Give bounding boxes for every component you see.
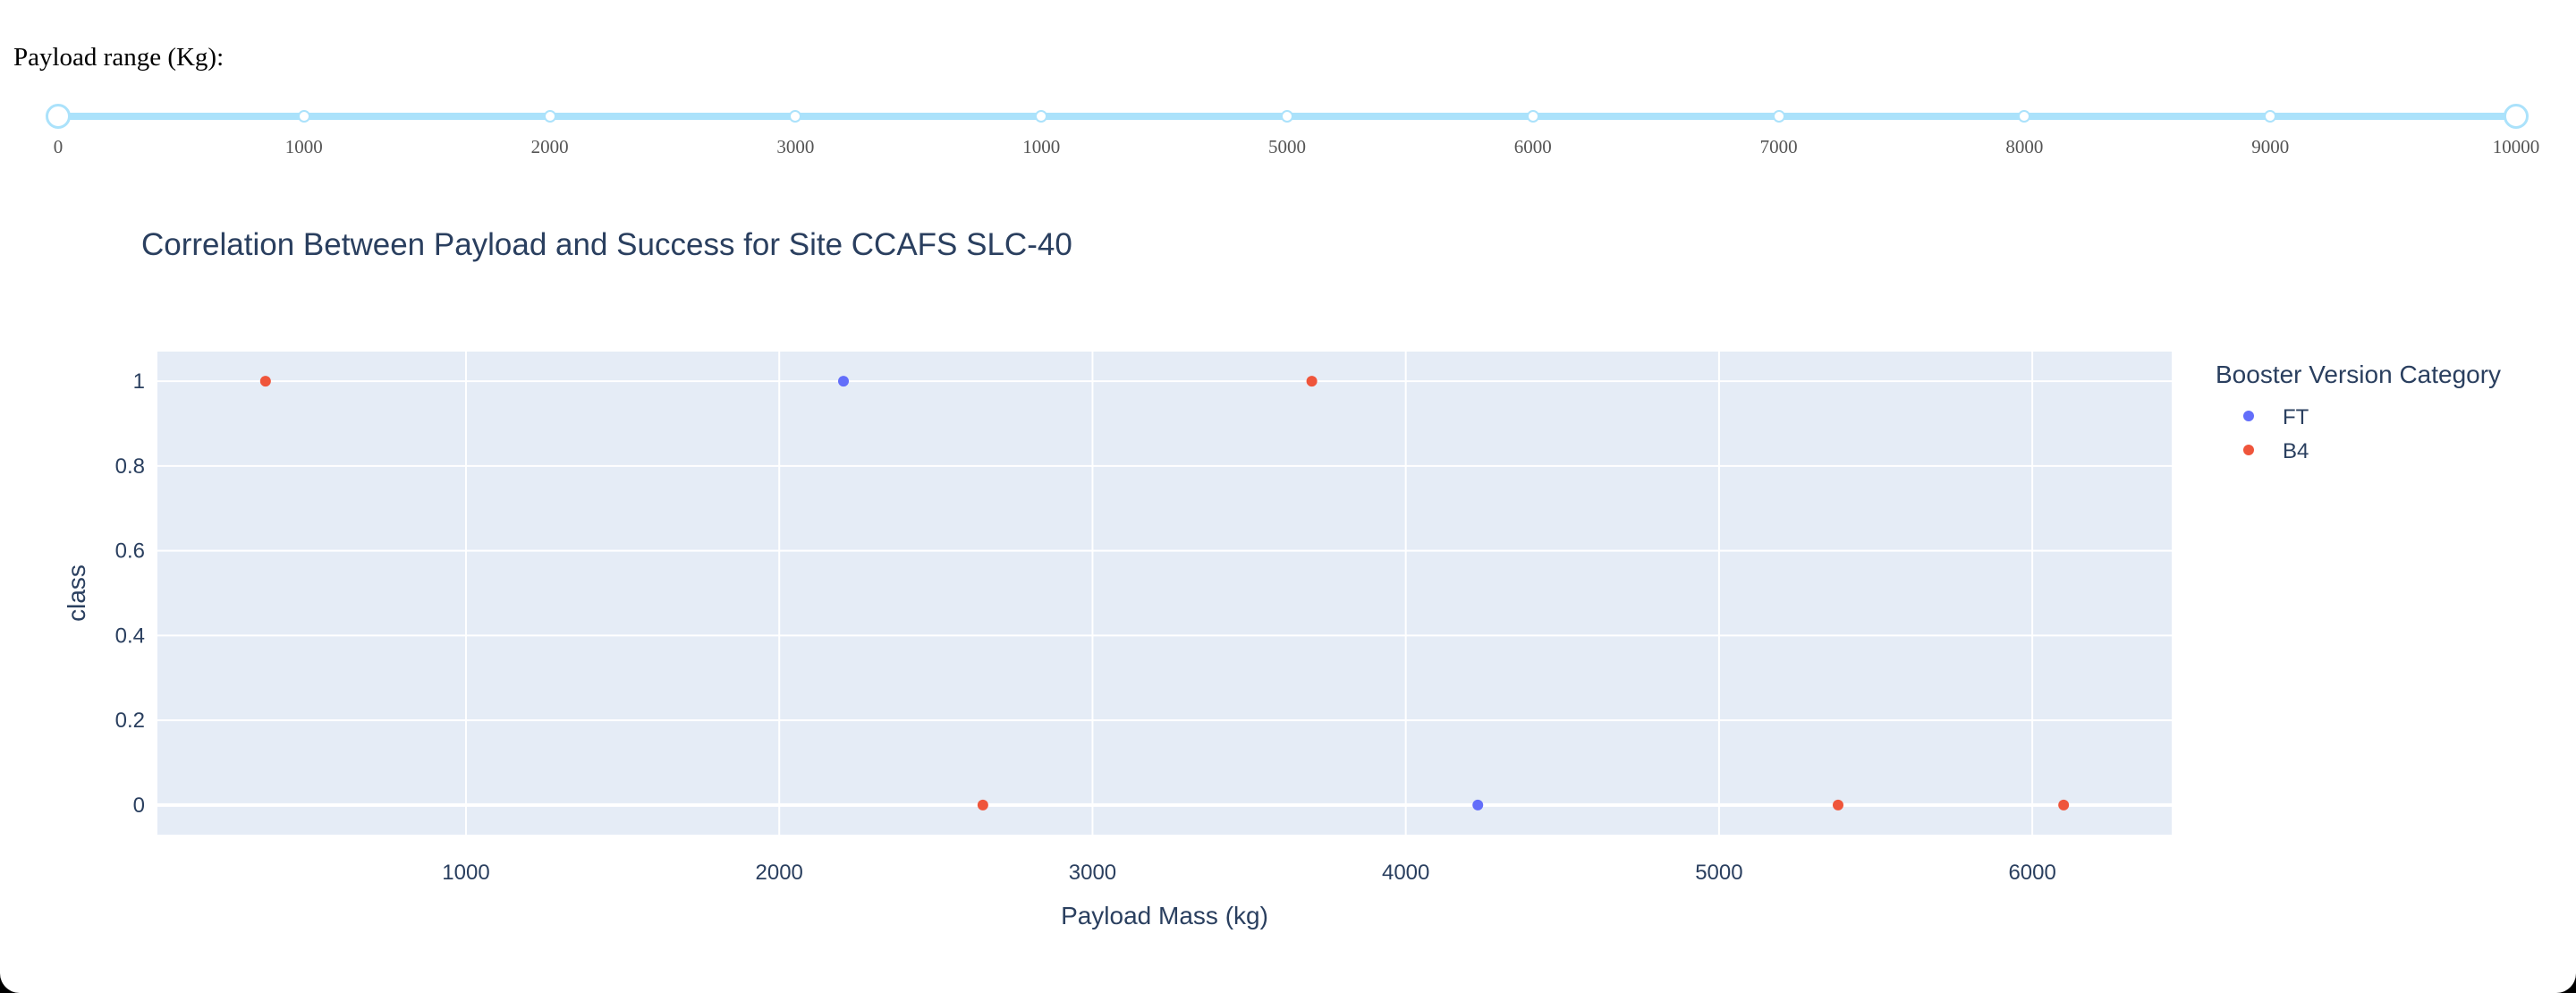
slider-mark-dot[interactable]: [1035, 110, 1048, 123]
slider-mark-label[interactable]: 1000: [1022, 136, 1061, 157]
payload-range-slider[interactable]: 0 1000 2000 3000 1000 5000 6000 7000 8000 9000 100…: [0, 89, 2576, 179]
legend-marker-b4: [2243, 445, 2254, 455]
slider-mark-label[interactable]: 3000: [776, 136, 815, 157]
slider-mark-label[interactable]: 8000: [2005, 136, 2044, 157]
plot-area: [157, 352, 2172, 835]
slider-mark-dot[interactable]: [2264, 110, 2277, 123]
y-tick-label: 0.4: [115, 624, 145, 648]
slider-mark-label[interactable]: 2000: [530, 136, 569, 157]
y-axis-label: class: [63, 564, 90, 622]
slider-mark-dot[interactable]: [543, 110, 556, 123]
slider-mark-label[interactable]: 1000: [284, 136, 323, 157]
slider-mark-dot[interactable]: [789, 110, 802, 123]
legend-title: Booster Version Category: [2216, 361, 2501, 388]
payload-range-label: Payload range (Kg):: [13, 43, 225, 72]
x-axis-label: Payload Mass (kg): [1061, 902, 1268, 929]
slider-mark-label[interactable]: 6000: [1513, 136, 1552, 157]
y-tick-label: 1: [133, 369, 145, 394]
slider-handle-max[interactable]: [2504, 104, 2529, 129]
slider-mark-label[interactable]: 9000: [2251, 136, 2290, 157]
scatter-chart: 1000 2000 3000 4000 5000 6000 0 0.2 0.4 0.6 0.8 1 Co…: [63, 227, 2501, 929]
slider-mark-dot[interactable]: [1772, 110, 1785, 123]
slider-mark-label[interactable]: 10000: [2492, 136, 2540, 157]
legend-marker-ft: [2243, 411, 2254, 421]
x-tick-label: 2000: [756, 861, 803, 885]
x-tick-label: 4000: [1382, 861, 1429, 885]
data-point-b4: [1833, 799, 1844, 811]
slider-mark-dot[interactable]: [1526, 110, 1539, 123]
x-tick-label: 5000: [1695, 861, 1742, 885]
data-point-ft: [838, 376, 850, 387]
slider-mark-dot[interactable]: [2018, 110, 2031, 123]
data-point-b4: [259, 376, 271, 387]
slider-mark-label[interactable]: 5000: [1268, 136, 1306, 157]
slider-mark-label[interactable]: 7000: [1759, 136, 1798, 157]
x-tick-label: 6000: [2008, 861, 2055, 885]
y-tick-label: 0.8: [115, 454, 145, 479]
y-tick-label: 0.2: [115, 709, 145, 733]
data-point-b4: [977, 799, 988, 811]
legend-label-ft: FT: [2283, 405, 2309, 429]
data-point-b4: [1306, 376, 1318, 387]
y-tick-label: 0.6: [115, 539, 145, 564]
slider-mark-dot[interactable]: [1281, 110, 1293, 123]
chart-title: Correlation Between Payload and Success …: [141, 227, 1072, 262]
legend-label-b4: B4: [2283, 439, 2309, 463]
slider-mark-dot[interactable]: [297, 110, 310, 123]
slider-mark-label[interactable]: 0: [53, 136, 64, 157]
x-tick-label: 3000: [1069, 861, 1116, 885]
y-tick-label: 0: [133, 794, 145, 818]
data-point-ft: [1472, 799, 1484, 811]
slider-handle-min[interactable]: [46, 104, 71, 129]
data-point-b4: [2058, 799, 2070, 811]
x-tick-label: 1000: [442, 861, 489, 885]
